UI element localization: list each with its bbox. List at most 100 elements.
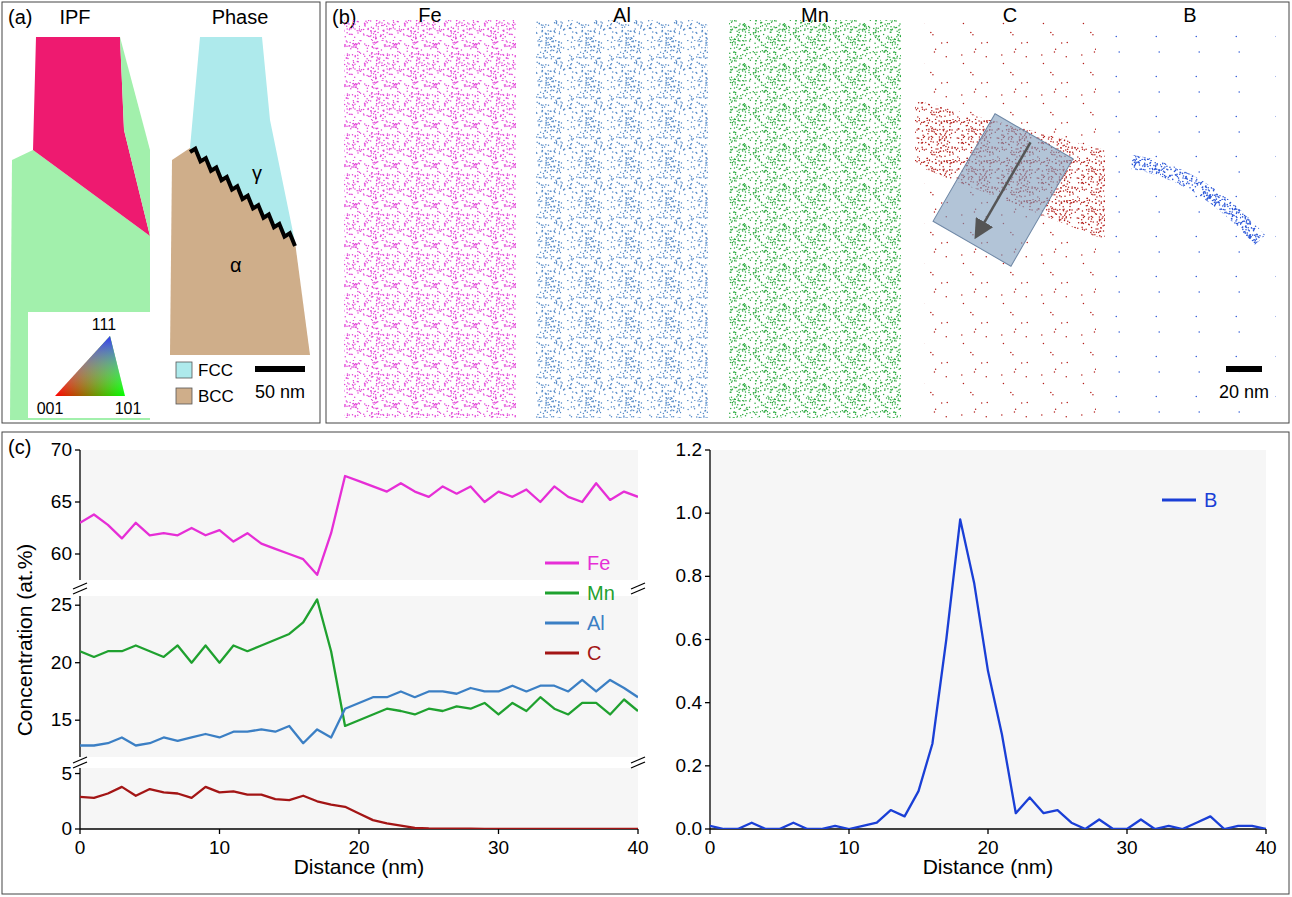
y-tick	[75, 662, 80, 663]
y-tick	[75, 605, 80, 606]
phase-label: γ	[252, 162, 262, 184]
y-tick-label: 1.0	[676, 502, 702, 523]
legend-label: Fe	[587, 552, 610, 574]
x-tick	[79, 829, 80, 834]
y-tick-label: 15	[51, 709, 72, 730]
x-tick-label: 0	[705, 837, 716, 858]
axis-break	[73, 757, 87, 763]
panel-frame	[2, 2, 320, 423]
phase-fcc	[190, 37, 295, 242]
x-tick-label: 30	[488, 837, 509, 858]
axis-break	[73, 762, 87, 768]
phase-label: α	[230, 254, 242, 276]
grain-alpha	[120, 37, 150, 236]
y-tick	[75, 501, 80, 502]
y-tick	[75, 828, 80, 829]
ipf-key-label: 101	[115, 400, 142, 417]
legend-label: C	[587, 642, 601, 664]
map-title: Mn	[801, 4, 829, 26]
atom-cloud	[1104, 20, 1276, 418]
label-patch	[1218, 362, 1270, 402]
series-line	[80, 599, 638, 726]
y-tick	[705, 828, 710, 829]
y-tick	[705, 702, 710, 703]
atom-cloud	[536, 20, 708, 418]
plot-background	[80, 768, 638, 829]
plot-area	[80, 787, 638, 829]
y-tick-label: 0.8	[676, 565, 702, 586]
x-axis-title: Distance (nm)	[294, 855, 425, 878]
map-title: Al	[613, 4, 631, 26]
y-tick-label: 1.2	[676, 439, 702, 460]
y-tick	[705, 513, 710, 514]
legend-label: Mn	[587, 582, 615, 604]
roi-box	[933, 114, 1073, 266]
y-tick-label: 0.0	[676, 818, 702, 839]
scale-label: 20 nm	[1219, 382, 1269, 402]
x-tick-label: 10	[838, 837, 859, 858]
x-tick	[987, 829, 988, 834]
x-tick	[1265, 829, 1266, 834]
roi-cylinder	[933, 114, 1073, 266]
panel-frame	[2, 432, 1289, 894]
map-title: Fe	[418, 4, 441, 26]
grain-gamma	[33, 37, 150, 236]
plot-background	[80, 450, 638, 580]
boron-segregation-band	[1132, 162, 1260, 240]
axis-break	[631, 762, 645, 768]
plot-background	[80, 596, 638, 757]
legend-swatch	[176, 362, 192, 378]
ipf-triangle	[55, 336, 125, 396]
phase-boundary	[190, 149, 295, 246]
y-tick-label: 25	[51, 594, 72, 615]
ipf-key-box	[28, 312, 150, 418]
ipf-key-label: 111	[92, 316, 116, 333]
x-tick	[1126, 829, 1127, 834]
axis-break	[631, 583, 645, 589]
ipf-key-label: 001	[37, 400, 64, 417]
x-axis-title: Distance (nm)	[923, 855, 1054, 878]
x-tick-label: 30	[1116, 837, 1137, 858]
scale-bar	[1226, 366, 1262, 372]
legend-line	[1162, 499, 1196, 502]
panel-frame	[326, 2, 1289, 423]
x-tick-label: 0	[75, 837, 86, 858]
y-axis	[79, 450, 80, 580]
axis-break	[631, 588, 645, 594]
legend-label: FCC	[198, 361, 233, 380]
x-tick	[709, 829, 710, 834]
x-tick	[498, 829, 499, 834]
atom-cloud	[344, 20, 516, 418]
y-tick	[705, 765, 710, 766]
y-tick	[75, 773, 80, 774]
legend-swatch	[176, 388, 192, 404]
x-tick	[848, 829, 849, 834]
y-tick	[75, 720, 80, 721]
y-tick-label: 0.2	[676, 755, 702, 776]
y-tick-label: 0	[61, 818, 72, 839]
y-tick	[75, 449, 80, 450]
x-tick-label: 10	[209, 837, 230, 858]
y-tick-label: 0.6	[676, 629, 702, 650]
panel-letter: (c)	[8, 436, 31, 458]
y-tick-label: 65	[51, 491, 72, 512]
roi-arrow	[977, 142, 1031, 235]
series-line	[80, 787, 638, 829]
map-title: C	[1003, 4, 1017, 26]
x-tick	[219, 829, 220, 834]
figure: (a)IPFPhase111001101γαFCCBCC50 nm(b)FeAl…	[0, 0, 1292, 897]
series-line	[80, 476, 638, 575]
axis-break	[73, 588, 87, 594]
axis-break	[73, 583, 87, 589]
y-axis	[79, 596, 80, 757]
y-tick-label: 0.4	[676, 692, 703, 713]
legend-line	[545, 562, 579, 565]
x-tick	[358, 829, 359, 834]
panel-letter: (a)	[8, 6, 32, 28]
legend-line	[545, 622, 579, 625]
legend-label: B	[1204, 489, 1217, 511]
x-tick-label: 40	[627, 837, 648, 858]
y-axis	[79, 768, 80, 829]
scale-label: 50 nm	[255, 382, 305, 402]
y-tick-label: 5	[61, 763, 72, 784]
